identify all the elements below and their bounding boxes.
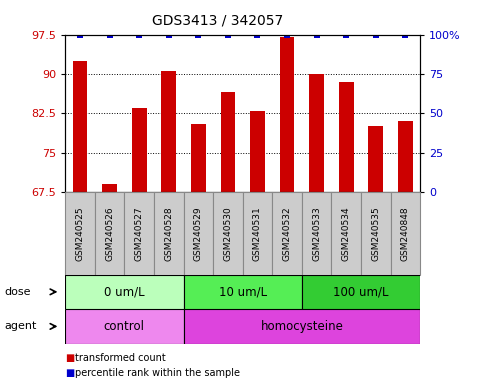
Bar: [272, 192, 302, 275]
Bar: [95, 192, 125, 275]
Bar: [361, 192, 391, 275]
Bar: [398, 121, 413, 192]
Text: GSM240535: GSM240535: [371, 206, 380, 261]
Bar: [191, 124, 206, 192]
Bar: [184, 309, 420, 344]
Text: GSM240533: GSM240533: [312, 206, 321, 261]
Bar: [250, 111, 265, 192]
Text: GSM240525: GSM240525: [75, 206, 85, 261]
Bar: [302, 275, 420, 309]
Bar: [221, 92, 235, 192]
Text: GSM240848: GSM240848: [401, 206, 410, 261]
Text: homocysteine: homocysteine: [260, 320, 343, 333]
Bar: [331, 192, 361, 275]
Text: 10 um/L: 10 um/L: [219, 285, 267, 298]
Bar: [184, 192, 213, 275]
Bar: [65, 192, 95, 275]
Bar: [369, 126, 383, 192]
Text: GSM240530: GSM240530: [224, 206, 232, 261]
Bar: [309, 74, 324, 192]
Text: 0 um/L: 0 um/L: [104, 285, 145, 298]
Text: agent: agent: [5, 321, 37, 331]
Text: GDS3413 / 342057: GDS3413 / 342057: [152, 13, 283, 27]
Text: GSM240532: GSM240532: [283, 206, 292, 261]
Bar: [280, 37, 295, 192]
Bar: [391, 192, 420, 275]
Text: GSM240527: GSM240527: [135, 206, 143, 261]
Bar: [184, 275, 302, 309]
Bar: [65, 275, 184, 309]
Bar: [242, 192, 272, 275]
Text: ■: ■: [65, 353, 74, 363]
Text: dose: dose: [5, 287, 31, 297]
Text: GSM240526: GSM240526: [105, 206, 114, 261]
Bar: [154, 192, 184, 275]
Text: GSM240529: GSM240529: [194, 206, 203, 261]
Bar: [339, 82, 354, 192]
Text: control: control: [104, 320, 145, 333]
Text: 100 um/L: 100 um/L: [333, 285, 389, 298]
Bar: [72, 61, 87, 192]
Bar: [132, 108, 146, 192]
Text: GSM240531: GSM240531: [253, 206, 262, 261]
Bar: [161, 71, 176, 192]
Bar: [213, 192, 242, 275]
Text: percentile rank within the sample: percentile rank within the sample: [75, 368, 240, 378]
Bar: [65, 309, 184, 344]
Bar: [125, 192, 154, 275]
Text: ■: ■: [65, 368, 74, 378]
Text: GSM240528: GSM240528: [164, 206, 173, 261]
Text: transformed count: transformed count: [75, 353, 166, 363]
Bar: [302, 192, 331, 275]
Text: GSM240534: GSM240534: [342, 206, 351, 261]
Bar: [102, 184, 117, 192]
